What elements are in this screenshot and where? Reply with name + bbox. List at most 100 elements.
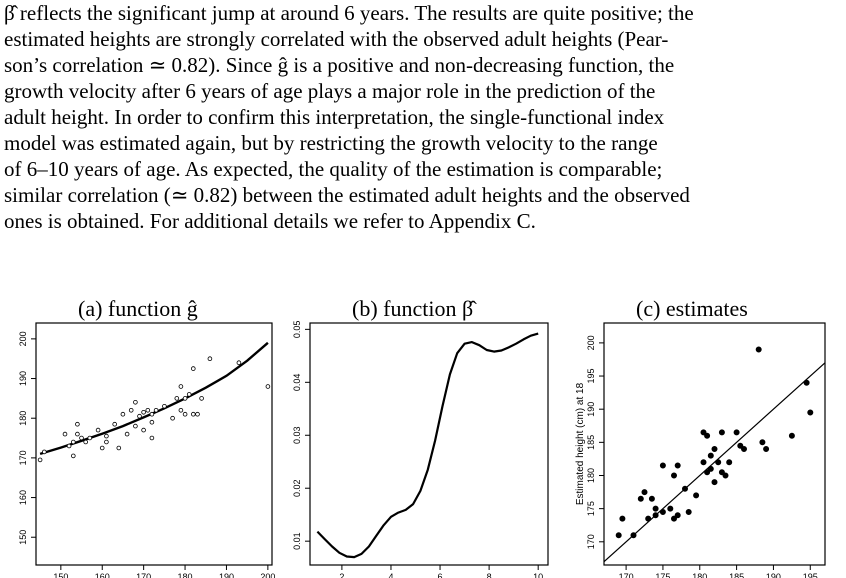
data-point xyxy=(700,429,707,436)
data-point xyxy=(715,459,722,466)
data-point xyxy=(659,508,666,515)
plot-frame xyxy=(35,322,273,566)
data-point xyxy=(652,512,659,519)
y-tick-label: 190 xyxy=(586,402,596,417)
x-tick-label: 6 xyxy=(438,572,443,578)
data-point xyxy=(726,459,733,466)
x-tick-label: 4 xyxy=(388,572,393,578)
y-tick-label: 0.03 xyxy=(292,426,302,444)
data-point xyxy=(704,432,711,439)
x-tick-label: 170 xyxy=(619,572,634,578)
data-point xyxy=(149,411,155,417)
data-point xyxy=(66,443,72,449)
paragraph-line: estimated heights are strongly correlate… xyxy=(4,27,669,51)
data-point xyxy=(71,453,76,459)
data-point xyxy=(674,512,681,519)
y-tick-label: 0.01 xyxy=(292,532,302,550)
data-point xyxy=(659,462,666,469)
data-point xyxy=(112,421,117,427)
paragraph-line: son’s correlation ≃ 0.82). Since ĝ is a … xyxy=(4,53,675,77)
x-tick-label: 190 xyxy=(219,572,234,578)
data-point xyxy=(737,442,744,449)
data-point xyxy=(788,432,795,439)
data-point xyxy=(645,515,652,522)
x-tick-label: 195 xyxy=(803,572,818,578)
x-tick-label: 10 xyxy=(533,572,543,578)
data-point xyxy=(630,532,637,539)
data-point xyxy=(707,465,714,472)
data-point xyxy=(803,379,810,386)
data-point xyxy=(87,435,93,441)
data-point xyxy=(178,407,184,413)
data-point xyxy=(648,495,655,502)
data-point xyxy=(755,346,762,353)
data-point xyxy=(141,409,146,415)
data-point xyxy=(149,419,155,425)
data-point xyxy=(704,469,711,476)
y-tick-label: 0.05 xyxy=(292,321,302,339)
data-point xyxy=(718,429,725,436)
data-point xyxy=(133,399,138,405)
data-point xyxy=(619,515,626,522)
data-point xyxy=(116,445,122,451)
paragraph-line: model was estimated again, but by restri… xyxy=(4,131,658,155)
data-point xyxy=(759,439,766,446)
y-tick-label: 185 xyxy=(586,435,596,450)
data-point xyxy=(652,505,659,512)
data-point xyxy=(133,423,138,429)
data-point xyxy=(75,431,80,437)
y-axis-label: Estimated height (cm) at 18 xyxy=(575,382,586,505)
plot-area xyxy=(316,332,539,559)
data-point xyxy=(763,445,770,452)
data-point xyxy=(807,409,814,416)
panel-a-title: (a) function ĝ xyxy=(78,296,198,321)
data-point xyxy=(236,360,242,366)
data-point xyxy=(711,445,718,452)
data-point xyxy=(733,429,740,436)
x-tick-label: 170 xyxy=(136,572,151,578)
y-tick-label: 195 xyxy=(586,369,596,384)
data-point xyxy=(37,457,43,463)
data-point xyxy=(718,469,725,476)
data-point xyxy=(137,413,142,419)
y-tick-label: 180 xyxy=(18,411,28,426)
data-point xyxy=(207,356,213,362)
data-point xyxy=(182,411,188,417)
paragraph-line: growth velocity after 6 years of age pla… xyxy=(4,79,656,103)
data-point xyxy=(615,532,622,539)
data-point xyxy=(199,396,204,401)
data-point xyxy=(722,472,729,479)
data-point xyxy=(195,411,200,417)
data-point xyxy=(145,407,151,413)
paragraph-line: β̂ reflects the significant jump at arou… xyxy=(4,1,694,25)
data-point xyxy=(685,508,692,515)
y-tick-label: 190 xyxy=(18,371,28,386)
data-point xyxy=(83,439,88,445)
data-point xyxy=(79,435,84,441)
data-point xyxy=(671,515,678,522)
data-point xyxy=(671,472,678,479)
panel-c-title: (c) estimates xyxy=(636,296,748,321)
data-point xyxy=(170,415,175,421)
x-tick-label: 175 xyxy=(655,572,670,578)
y-tick-label: 0.04 xyxy=(292,374,302,392)
data-point xyxy=(693,492,700,499)
data-point xyxy=(174,396,180,401)
data-point xyxy=(71,439,76,445)
data-point xyxy=(75,421,80,427)
plot-area xyxy=(37,341,271,463)
paragraph-line: similar correlation (≃ 0.82) between the… xyxy=(4,183,690,207)
x-tick-label: 160 xyxy=(95,572,110,578)
data-point xyxy=(120,411,126,417)
x-tick-label: 2 xyxy=(339,572,344,578)
data-point xyxy=(700,459,707,466)
data-point xyxy=(741,445,748,452)
data-point xyxy=(682,485,689,492)
x-tick-label: 150 xyxy=(53,572,68,578)
data-point xyxy=(191,366,196,371)
data-point xyxy=(124,431,130,437)
data-point xyxy=(141,427,146,433)
